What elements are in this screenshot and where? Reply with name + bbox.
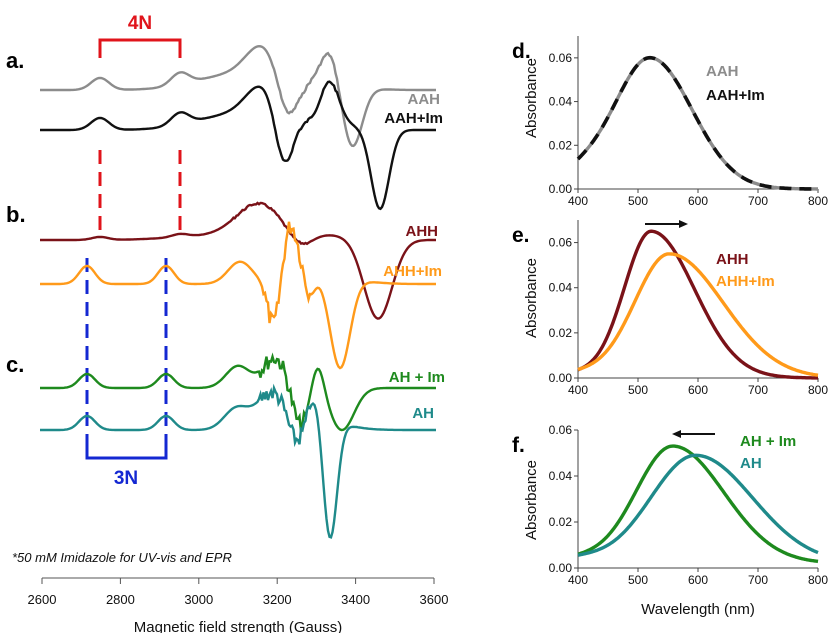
uv-series-line (576, 55, 819, 191)
legend-entry: AH (740, 455, 762, 472)
x-tick-label: 700 (748, 573, 768, 587)
epr-trace-ahh-im (40, 221, 436, 370)
x-tick-label: 600 (688, 383, 708, 397)
epr-x-ticks: 2600 2800 3000 3200 3400 3600 (28, 578, 449, 607)
shift-arrow-head (679, 220, 688, 228)
panel-label: f. (512, 434, 525, 457)
panel-label-c: c. (6, 352, 24, 377)
legend-entry: AHH (716, 251, 749, 268)
bracket-3n-label: 3N (114, 468, 138, 489)
label-ah-im: AH + Im (389, 369, 445, 386)
y-tick-label: 0.06 (549, 236, 573, 250)
uv-panel-e: e. 0.00 0.02 0.04 0.06 400 500 600 700 800 Absorba… (512, 220, 828, 397)
y-tick-label: 0.02 (549, 138, 573, 152)
y-tick-label: 0.06 (549, 51, 573, 65)
uv-series-line (577, 229, 819, 380)
x-tick-label: 800 (808, 383, 828, 397)
bracket-3n: 3N (85, 258, 168, 489)
y-tick-label: 0.00 (549, 561, 573, 575)
x-tick-label: 700 (748, 383, 768, 397)
bracket-4n: 4N (98, 13, 182, 232)
panel-label: d. (512, 40, 531, 63)
epr-trace-aah (40, 44, 436, 148)
uv-panel-d: d. 0.00 0.02 0.04 0.06 400 500 600 700 800 Absorba… (512, 36, 828, 208)
y-tick-label: 0.02 (549, 515, 573, 529)
x-tick-label: 400 (568, 383, 588, 397)
shift-arrow-head (672, 430, 681, 438)
bracket-4n-label: 4N (128, 13, 152, 34)
label-ahh-im: AHH+Im (383, 263, 442, 280)
y-tick-label: 0.00 (549, 371, 573, 385)
label-aah-im: AAH+Im (384, 110, 443, 127)
y-tick-label: 0.04 (549, 469, 573, 483)
y-tick-label: 0.04 (549, 281, 573, 295)
y-axis-label: Absorbance (523, 258, 540, 338)
uv-series-line (577, 453, 819, 557)
x-tick-label: 500 (628, 194, 648, 208)
epr-x-axis-label: Magnetic field strength (Gauss) (134, 619, 342, 633)
y-tick-label: 0.06 (549, 423, 573, 437)
x-tick-label: 700 (748, 194, 768, 208)
y-tick-label: 0.00 (549, 182, 573, 196)
label-ah: AH (412, 405, 434, 422)
y-axis-label: Absorbance (523, 460, 540, 540)
x-tick-label: 400 (568, 573, 588, 587)
label-aah: AAH (408, 91, 441, 108)
x-tick-label: 400 (568, 194, 588, 208)
epr-trace-ahh (40, 201, 436, 320)
uv-panel-f: f. 0.00 0.02 0.04 0.06 400 500 600 700 800 Absorba… (512, 423, 828, 618)
x-tick-label: 500 (628, 383, 648, 397)
footnote: *50 mM Imidazole for UV-vis and EPR (12, 550, 232, 565)
panel-label: e. (512, 224, 530, 247)
epr-x-tick-label: 3200 (263, 592, 292, 607)
epr-trace-aah-im (40, 80, 436, 211)
legend-entry: AH + Im (740, 433, 796, 450)
epr-panel: a. b. c. 4N 3N AAH AAH+Im AHH AHH+Im AH … (6, 13, 448, 633)
y-tick-label: 0.02 (549, 326, 573, 340)
uv-series-line (577, 444, 819, 564)
label-ahh: AHH (406, 223, 439, 240)
epr-trace-ah-im (40, 352, 436, 433)
epr-x-tick-label: 2600 (28, 592, 57, 607)
panel-label-a: a. (6, 48, 24, 73)
epr-x-tick-label: 3000 (184, 592, 213, 607)
epr-x-tick-label: 2800 (106, 592, 135, 607)
x-tick-label: 500 (628, 573, 648, 587)
uv-series-line (577, 252, 819, 377)
x-tick-label: 600 (688, 573, 708, 587)
x-tick-label: 600 (688, 194, 708, 208)
epr-trace-ah (40, 383, 436, 539)
x-axis-label: Wavelength (nm) (641, 601, 755, 618)
epr-x-tick-label: 3400 (341, 592, 370, 607)
panel-label-b: b. (6, 202, 26, 227)
y-tick-label: 0.04 (549, 95, 573, 109)
x-tick-label: 800 (808, 573, 828, 587)
epr-x-tick-label: 3600 (420, 592, 449, 607)
legend-entry: AHH+Im (716, 273, 775, 290)
legend-entry: AAH (706, 63, 739, 80)
y-axis-label: Absorbance (523, 58, 540, 138)
x-tick-label: 800 (808, 194, 828, 208)
legend-entry: AAH+Im (706, 87, 765, 104)
